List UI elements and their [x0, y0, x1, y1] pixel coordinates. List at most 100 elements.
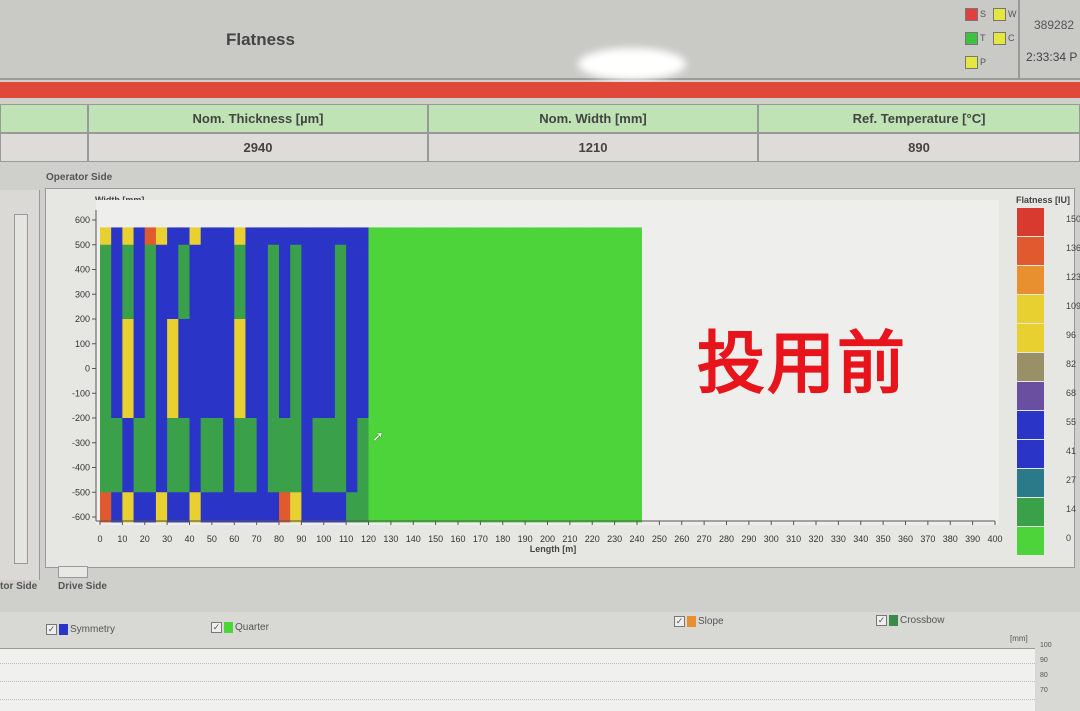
x-tick-label: 130 [383, 534, 398, 544]
heatmap-cell [290, 244, 302, 320]
heatmap-cell [111, 418, 123, 493]
heatmap-cell [480, 492, 493, 523]
x-tick-label: 40 [184, 534, 194, 544]
tick: 80 [1040, 672, 1048, 679]
zoom-buttons[interactable] [58, 566, 88, 578]
x-tick-label: 70 [252, 534, 262, 544]
tick: 90 [1040, 657, 1048, 664]
heatmap-cell [502, 319, 515, 419]
x-tick-label: 240 [629, 534, 644, 544]
divider [1018, 0, 1020, 78]
heatmap-cell [424, 319, 437, 419]
indicator-label: T [980, 33, 986, 43]
heatmap-cell [625, 227, 638, 246]
colorbar-tick-label: 41 [1066, 446, 1076, 456]
heatmap-cell [469, 319, 481, 419]
heatmap-cell [390, 244, 403, 320]
colorbar-tick-label: 109 [1066, 301, 1080, 311]
heatmap-cell [390, 418, 403, 493]
checkbox-slope[interactable]: ✓ Slope [674, 616, 724, 627]
heatmap-cell [189, 492, 202, 523]
tick: 70 [1040, 687, 1048, 694]
heatmap-cell [334, 418, 347, 493]
heatmap-cell [446, 227, 459, 246]
heatmap-cell [603, 244, 616, 320]
colorbar-tick-label: 55 [1066, 417, 1076, 427]
header-thickness: Nom. Thickness [µm] [88, 104, 428, 133]
heatmap-cell [122, 319, 135, 419]
heatmap-cell [525, 418, 537, 493]
indicator-p [965, 56, 978, 69]
mouse-cursor-icon: ➚ [372, 428, 384, 444]
heatmap-cell [133, 492, 146, 523]
y-tick-label: 200 [75, 314, 90, 324]
heatmap-cell [312, 418, 325, 493]
x-tick-label: 320 [808, 534, 823, 544]
screen-glare [578, 48, 686, 80]
heatmap-cell [111, 492, 123, 523]
x-tick-label: 210 [562, 534, 577, 544]
heatmap-cell [513, 492, 526, 523]
heatmap-cell [491, 418, 504, 493]
x-tick-label: 10 [117, 534, 127, 544]
heatmap-cell [312, 319, 325, 419]
vertical-scrollbar[interactable] [14, 214, 28, 564]
heatmap-cell [491, 319, 504, 419]
heatmap-cell [346, 319, 358, 419]
heatmap-cell [323, 227, 336, 246]
heatmap-cell [480, 244, 493, 320]
checkbox-label: Crossbow [900, 615, 945, 626]
x-tick-label: 350 [876, 534, 891, 544]
x-tick-label: 60 [229, 534, 239, 544]
colorbar-tick-label: 0 [1066, 533, 1071, 543]
heatmap-cell [603, 227, 616, 246]
indicator-label: W [1008, 9, 1017, 19]
heatmap-cell [569, 492, 582, 523]
value-temperature: 890 [758, 133, 1080, 162]
heatmap-cell [301, 418, 314, 493]
x-tick-label: 30 [162, 534, 172, 544]
heatmap-cell [334, 227, 347, 246]
heatmap-cell [290, 418, 302, 493]
heatmap-cell [346, 418, 358, 493]
heatmap-cell [525, 227, 537, 246]
heatmap-cell [334, 244, 347, 320]
heatmap-cell [581, 319, 593, 419]
heatmap-cell [334, 492, 347, 523]
indicator-s [965, 8, 978, 21]
colorbar-swatch [1017, 266, 1044, 294]
colorbar-swatch [1017, 382, 1044, 410]
y-tick-label: 0 [85, 364, 90, 374]
heatmap-cell [458, 418, 470, 493]
heatmap-cell [301, 492, 314, 523]
checkbox-quarter[interactable]: ✓ Quarter [211, 622, 269, 633]
heatmap-cell [133, 319, 146, 419]
colorbar-swatch [1017, 237, 1044, 265]
heatmap-cell [211, 244, 224, 320]
heatmap-cell [234, 492, 246, 523]
heatmap-cell [167, 319, 179, 419]
heatmap-cell [223, 319, 235, 419]
checkbox-crossbow[interactable]: ✓ Crossbow [876, 615, 945, 626]
heatmap-cell [446, 319, 459, 419]
heatmap-cell [245, 418, 258, 493]
checkbox-symmetry[interactable]: ✓ Symmetry [46, 624, 115, 635]
left-panel [0, 190, 40, 580]
heatmap-cell [155, 244, 168, 320]
heatmap-cell [211, 418, 224, 493]
heatmap-cell [223, 244, 235, 320]
heatmap-cell [603, 418, 616, 493]
heatmap-cell [279, 319, 291, 419]
heatmap-cell [256, 227, 269, 246]
x-tick-label: 230 [607, 534, 622, 544]
heatmap-cell [167, 244, 179, 320]
colorbar-swatch [1017, 469, 1044, 497]
heatmap-cell [100, 319, 112, 419]
operator-side-label: Operator Side [46, 172, 113, 183]
heatmap-cell [279, 418, 291, 493]
heatmap-cell [536, 227, 548, 246]
heatmap-cell [178, 227, 190, 246]
heatmap-cell [279, 244, 291, 320]
heatmap-cell [178, 244, 190, 320]
heatmap-cell [323, 418, 336, 493]
